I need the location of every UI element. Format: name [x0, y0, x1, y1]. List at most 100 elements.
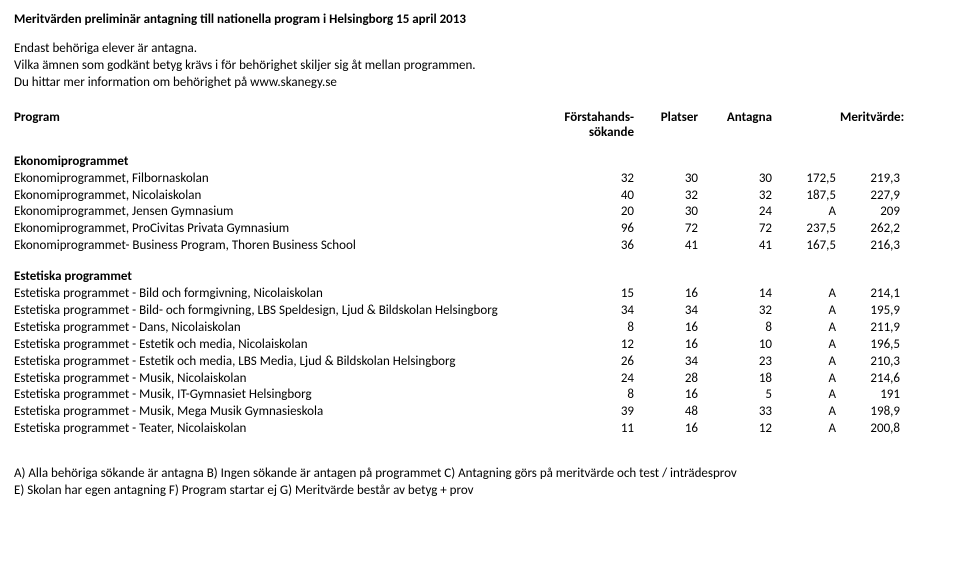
table-row: Estetiska programmet - Musik, Mega Musik…	[14, 404, 946, 421]
row-value: 237,5	[776, 221, 840, 238]
row-name: Estetiska programmet - Bild och formgivn…	[14, 286, 554, 303]
row-value: 18	[702, 371, 776, 388]
row-name: Ekonomiprogrammet, Jensen Gymnasium	[14, 204, 554, 221]
row-value: 48	[638, 404, 702, 421]
table-header: Program Förstahands- Platser Antagna Mer…	[14, 110, 946, 125]
row-value: 219,3	[840, 171, 904, 188]
row-value: 34	[638, 354, 702, 371]
row-value: 16	[638, 387, 702, 404]
table-row: Estetiska programmet - Musik, IT-Gymnasi…	[14, 387, 946, 404]
row-value: 198,9	[840, 404, 904, 421]
header-sokande: sökande	[554, 125, 638, 140]
row-value: 34	[638, 303, 702, 320]
table-row: Estetiska programmet - Estetik och media…	[14, 354, 946, 371]
row-value: 72	[638, 221, 702, 238]
row-name: Estetiska programmet - Teater, Nicolaisk…	[14, 421, 554, 438]
row-value: 216,3	[840, 238, 904, 255]
row-value: 16	[638, 286, 702, 303]
row-value: 96	[554, 221, 638, 238]
header-antagna: Antagna	[702, 110, 776, 125]
row-value: 12	[554, 337, 638, 354]
section-title: Estetiska programmet	[14, 269, 946, 284]
row-value: 227,9	[840, 188, 904, 205]
row-value: 24	[554, 371, 638, 388]
row-value: 36	[554, 238, 638, 255]
header-empty	[776, 110, 840, 125]
table-row: Estetiska programmet - Estetik och media…	[14, 337, 946, 354]
row-value: 195,9	[840, 303, 904, 320]
row-value: 210,3	[840, 354, 904, 371]
row-value: 30	[638, 204, 702, 221]
row-value: 196,5	[840, 337, 904, 354]
page: Meritvärden preliminär antagning till na…	[0, 0, 960, 512]
row-name: Estetiska programmet - Musik, Mega Musik…	[14, 404, 554, 421]
row-value: 72	[702, 221, 776, 238]
row-name: Ekonomiprogrammet, ProCivitas Privata Gy…	[14, 221, 554, 238]
row-value: A	[776, 303, 840, 320]
row-value: 187,5	[776, 188, 840, 205]
row-value: 40	[554, 188, 638, 205]
row-value: 33	[702, 404, 776, 421]
section-title: Ekonomiprogrammet	[14, 154, 946, 169]
row-value: 34	[554, 303, 638, 320]
row-value: 28	[638, 371, 702, 388]
footer-line-1: A) Alla behöriga sökande är antagna B) I…	[14, 466, 946, 483]
intro-line-3: Du hittar mer information om behörighet …	[14, 75, 946, 92]
row-name: Ekonomiprogrammet, Filbornaskolan	[14, 171, 554, 188]
row-value: 191	[840, 387, 904, 404]
row-value: 172,5	[776, 171, 840, 188]
table-row: Estetiska programmet - Bild och formgivn…	[14, 286, 946, 303]
row-value: 12	[702, 421, 776, 438]
header-meritvarde: Meritvärde:	[840, 110, 908, 125]
row-name: Estetiska programmet - Musik, IT-Gymnasi…	[14, 387, 554, 404]
header-forstahands-label: Förstahands-	[564, 110, 634, 125]
table-row: Estetiska programmet - Dans, Nicolaiskol…	[14, 320, 946, 337]
intro-line-2: Vilka ämnen som godkänt betyg krävs i fö…	[14, 58, 946, 75]
row-value: 8	[554, 320, 638, 337]
row-value: 8	[702, 320, 776, 337]
table-row: Ekonomiprogrammet, Nicolaiskolan40323218…	[14, 188, 946, 205]
row-value: 26	[554, 354, 638, 371]
table-header-2: sökande	[14, 125, 946, 140]
row-value: 8	[554, 387, 638, 404]
row-value: A	[776, 404, 840, 421]
row-value: 10	[702, 337, 776, 354]
row-name: Estetiska programmet - Estetik och media…	[14, 337, 554, 354]
row-value: 39	[554, 404, 638, 421]
row-value: 214,6	[840, 371, 904, 388]
row-value: A	[776, 320, 840, 337]
row-value: 32	[638, 188, 702, 205]
row-value: 11	[554, 421, 638, 438]
table-row: Ekonomiprogrammet, Filbornaskolan3230301…	[14, 171, 946, 188]
row-value: 167,5	[776, 238, 840, 255]
table-row: Estetiska programmet - Bild- och formgiv…	[14, 303, 946, 320]
table-row: Estetiska programmet - Teater, Nicolaisk…	[14, 421, 946, 438]
row-value: 24	[702, 204, 776, 221]
row-value: 214,1	[840, 286, 904, 303]
row-name: Estetiska programmet - Musik, Nicolaisko…	[14, 371, 554, 388]
row-value: 16	[638, 421, 702, 438]
row-value: 32	[554, 171, 638, 188]
row-value: 209	[840, 204, 904, 221]
table-row: Ekonomiprogrammet, ProCivitas Privata Gy…	[14, 221, 946, 238]
sections-container: Ekonomiprogrammet Ekonomiprogrammet, Filb…	[14, 154, 946, 438]
row-value: 16	[638, 337, 702, 354]
row-name: Estetiska programmet - Bild- och formgiv…	[14, 303, 554, 320]
row-value: 32	[702, 188, 776, 205]
row-value: A	[776, 204, 840, 221]
row-value: 16	[638, 320, 702, 337]
row-value: 41	[702, 238, 776, 255]
row-value: A	[776, 371, 840, 388]
row-value: 41	[638, 238, 702, 255]
row-name: Estetiska programmet - Estetik och media…	[14, 354, 554, 371]
table-row: Estetiska programmet - Musik, Nicolaisko…	[14, 371, 946, 388]
row-value: 5	[702, 387, 776, 404]
row-value: 211,9	[840, 320, 904, 337]
row-value: 200,8	[840, 421, 904, 438]
row-name: Ekonomiprogrammet, Nicolaiskolan	[14, 188, 554, 205]
row-value: 32	[702, 303, 776, 320]
intro-line-1: Endast behöriga elever är antagna.	[14, 41, 946, 58]
table-row: Ekonomiprogrammet- Business Program, Tho…	[14, 238, 946, 255]
row-name: Ekonomiprogrammet- Business Program, Tho…	[14, 238, 554, 255]
page-title: Meritvärden preliminär antagning till na…	[14, 12, 946, 27]
